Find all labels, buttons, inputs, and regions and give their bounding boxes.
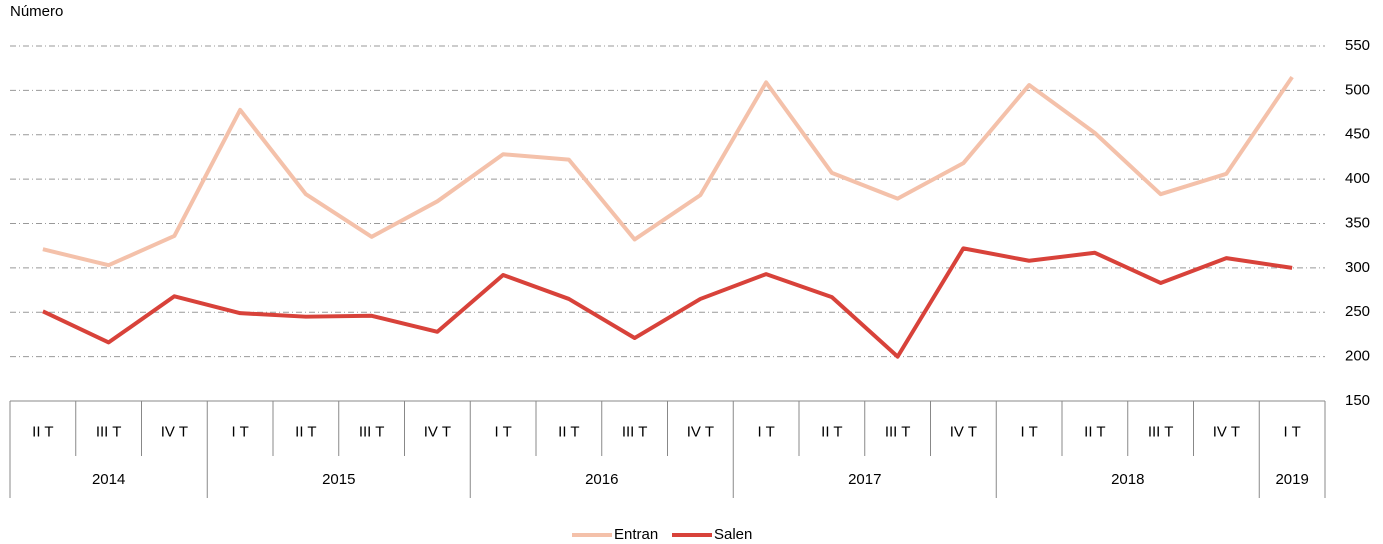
y-tick-label: 550	[1345, 37, 1370, 54]
x-tick-label: II T	[1084, 423, 1105, 440]
legend-label: Salen	[714, 526, 752, 543]
x-group-label: 2015	[322, 471, 355, 488]
data-line	[42, 246, 1293, 359]
y-tick-label: 350	[1345, 214, 1370, 231]
x-tick-label: III T	[359, 423, 385, 440]
y-axis-label: Número	[10, 3, 63, 20]
y-tick-label: 450	[1345, 126, 1370, 143]
x-group-label: 2019	[1275, 471, 1308, 488]
x-tick-label: I T	[1284, 423, 1301, 440]
x-tick-label: I T	[232, 423, 249, 440]
y-tick-label: 500	[1345, 81, 1370, 98]
y-tick-label: 400	[1345, 170, 1370, 187]
x-tick-label: I T	[495, 423, 512, 440]
x-tick-label: III T	[1148, 423, 1174, 440]
x-group-label: 2016	[585, 471, 618, 488]
data-line	[42, 75, 1294, 268]
x-tick-label: IV T	[1213, 423, 1240, 440]
x-tick-label: III T	[622, 423, 648, 440]
x-group-label: 2017	[848, 471, 881, 488]
x-tick-label: II T	[821, 423, 842, 440]
x-tick-label: I T	[758, 423, 775, 440]
x-tick-label: II T	[295, 423, 316, 440]
x-tick-label: III T	[96, 423, 122, 440]
x-tick-label: I T	[1021, 423, 1038, 440]
y-tick-label: 250	[1345, 303, 1370, 320]
legend-label: Entran	[614, 526, 658, 543]
y-tick-label: 200	[1345, 348, 1370, 365]
x-group-label: 2014	[92, 471, 125, 488]
x-tick-label: III T	[885, 423, 911, 440]
x-tick-label: II T	[558, 423, 579, 440]
x-tick-label: II T	[32, 423, 53, 440]
y-tick-label: 300	[1345, 259, 1370, 276]
x-tick-label: IV T	[950, 423, 977, 440]
x-tick-label: IV T	[687, 423, 714, 440]
x-tick-label: IV T	[161, 423, 188, 440]
y-tick-label: 150	[1345, 392, 1370, 409]
x-group-label: 2018	[1111, 471, 1144, 488]
x-tick-label: IV T	[424, 423, 451, 440]
